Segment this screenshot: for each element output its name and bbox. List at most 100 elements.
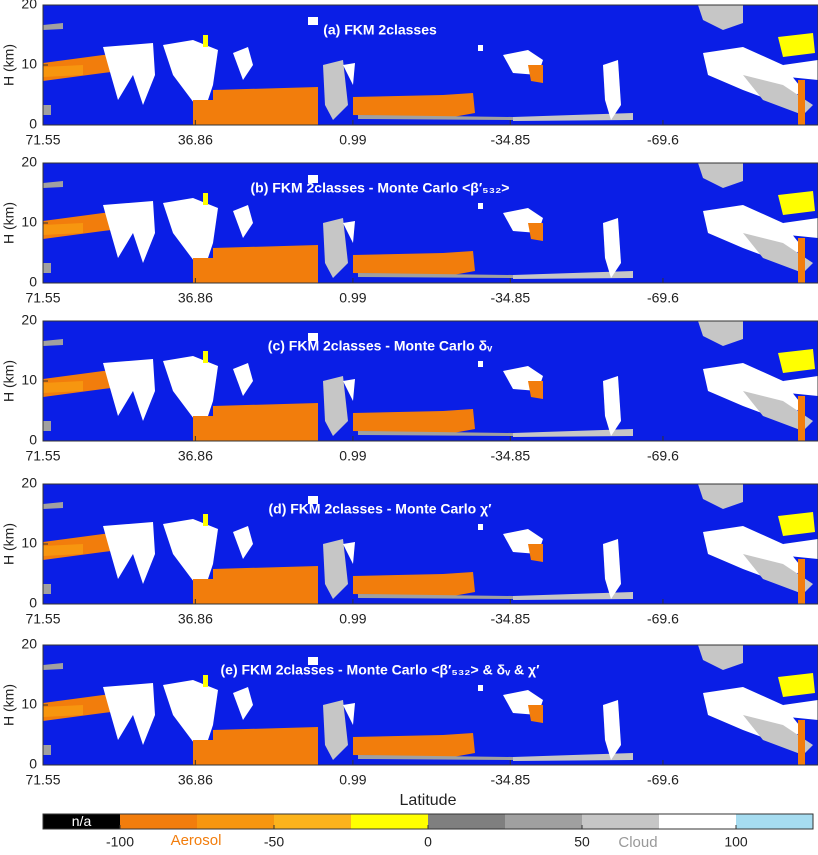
feature <box>778 512 815 536</box>
feature <box>308 657 318 665</box>
colorbar-tick-label: 100 <box>724 834 748 850</box>
y-tick-label: 10 <box>21 372 37 388</box>
feature <box>743 554 813 594</box>
feature <box>308 175 318 183</box>
feature <box>698 484 743 509</box>
feature <box>528 705 543 723</box>
x-tick-label: 71.55 <box>25 772 60 788</box>
x-tick-label: 71.55 <box>25 448 60 464</box>
feature <box>308 333 318 341</box>
feature <box>203 514 208 526</box>
feature <box>43 223 83 235</box>
colorbar-segment <box>43 814 120 829</box>
x-tick-label: 0.99 <box>339 132 366 148</box>
x-tick-label: 36.86 <box>178 448 213 464</box>
feature <box>323 700 348 760</box>
feature <box>513 592 633 600</box>
x-tick-label: -69.6 <box>647 611 679 627</box>
feature <box>43 663 63 670</box>
feature <box>163 519 218 594</box>
feature <box>43 339 63 346</box>
x-tick-label: -69.6 <box>647 290 679 306</box>
y-tick-label: 20 <box>21 154 37 170</box>
x-tick-label: -34.85 <box>490 448 530 464</box>
colorbar-segment <box>120 814 197 829</box>
colorbar-segment <box>274 814 351 829</box>
y-axis-label: H (km) <box>1 684 17 726</box>
x-tick-label: 0.99 <box>339 611 366 627</box>
x-tick-label: 0.99 <box>339 772 366 788</box>
feature <box>513 271 633 279</box>
x-tick-label: -34.85 <box>490 132 530 148</box>
x-tick-label: 36.86 <box>178 290 213 306</box>
x-tick-label: -69.6 <box>647 132 679 148</box>
colorbar-tick-label: 50 <box>574 834 590 850</box>
feature <box>778 191 815 215</box>
feature <box>213 403 318 441</box>
feature <box>323 539 348 599</box>
colorbar-segment <box>351 814 428 829</box>
feature <box>43 263 51 273</box>
feature <box>233 526 253 559</box>
panel-title: (a) FKM 2classes <box>323 22 437 38</box>
feature <box>353 409 475 433</box>
colorbar-segment <box>736 814 813 829</box>
x-tick-label: -34.85 <box>490 611 530 627</box>
feature <box>353 733 475 757</box>
x-tick-label: 71.55 <box>25 132 60 148</box>
panel-title: (c) FKM 2classes - Monte Carlo δᵥ <box>268 338 493 354</box>
curtain <box>43 5 818 125</box>
feature <box>698 163 743 188</box>
feature <box>193 740 213 765</box>
y-axis-label: H (km) <box>1 202 17 244</box>
y-axis-label: H (km) <box>1 44 17 86</box>
panel-title: (d) FKM 2classes - Monte Carlo χ′ <box>268 501 492 517</box>
feature <box>513 753 633 761</box>
x-tick-label: -69.6 <box>647 772 679 788</box>
feature <box>103 43 155 105</box>
feature <box>528 544 543 562</box>
panel: 0 10 20 71.55 36.86 0.99 -34.85 -69.6 H (km) (b) … <box>1 154 818 306</box>
x-tick-label: -34.85 <box>490 772 530 788</box>
y-tick-label: 10 <box>21 214 37 230</box>
feature <box>528 381 543 399</box>
feature <box>358 431 513 436</box>
feature <box>43 421 51 431</box>
feature <box>798 80 805 125</box>
panel: 0 10 20 71.55 36.86 0.99 -34.85 -69.6 H (km) (e) … <box>1 636 818 809</box>
feature <box>203 35 208 47</box>
feature <box>353 93 475 117</box>
y-tick-label: 0 <box>29 432 37 448</box>
y-tick-label: 0 <box>29 756 37 772</box>
panel: 0 10 20 71.55 36.86 0.99 -34.85 -69.6 H (km) (d) … <box>1 475 818 627</box>
feature <box>603 539 621 599</box>
y-tick-label: 10 <box>21 535 37 551</box>
feature <box>698 321 743 346</box>
feature <box>783 700 818 720</box>
feature <box>213 87 318 125</box>
feature <box>603 218 621 278</box>
feature <box>193 258 213 283</box>
x-tick-label: -34.85 <box>490 290 530 306</box>
feature <box>343 542 355 564</box>
feature <box>358 273 513 278</box>
feature <box>743 233 813 273</box>
feature <box>193 100 213 125</box>
panel: 0 10 20 71.55 36.86 0.99 -34.85 -69.6 H (km) (a) … <box>1 0 818 148</box>
colorbar-tick-label: -100 <box>106 834 134 850</box>
x-tick-label: -69.6 <box>647 448 679 464</box>
feature <box>203 675 208 687</box>
feature <box>203 193 208 205</box>
feature <box>778 673 815 697</box>
colorbar-segment <box>428 814 505 829</box>
curtain <box>43 163 818 283</box>
feature <box>163 356 218 431</box>
x-tick-label: 71.55 <box>25 611 60 627</box>
feature <box>193 416 213 441</box>
feature <box>603 376 621 436</box>
feature <box>43 544 83 556</box>
y-tick-label: 20 <box>21 475 37 491</box>
feature <box>798 720 805 765</box>
feature <box>163 198 218 273</box>
feature <box>343 379 355 401</box>
